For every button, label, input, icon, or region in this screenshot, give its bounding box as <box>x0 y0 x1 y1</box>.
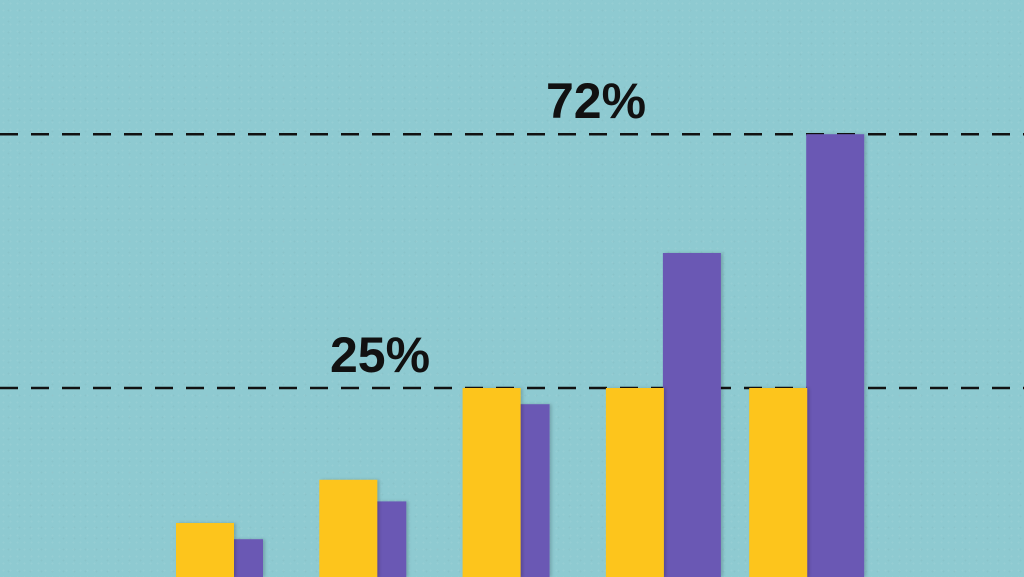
yellow-bar-5 <box>749 388 808 577</box>
purple-bar-4 <box>662 253 721 577</box>
yellow-bar-4 <box>605 388 664 577</box>
purple-bar-5 <box>806 134 865 577</box>
purple-bar-3 <box>519 404 550 577</box>
reference-lines <box>0 132 1024 390</box>
reference-labels: 25% 72% <box>330 73 646 383</box>
purple-bar-1 <box>233 539 263 577</box>
purple-bar-2 <box>376 501 407 577</box>
yellow-bar-3 <box>462 388 521 577</box>
reference-label-25-percent: 25% <box>330 327 430 383</box>
yellow-bar-2 <box>319 479 378 577</box>
bars <box>176 134 865 577</box>
yellow-bar-1 <box>176 523 234 577</box>
reference-label-72-percent: 72% <box>546 73 646 129</box>
